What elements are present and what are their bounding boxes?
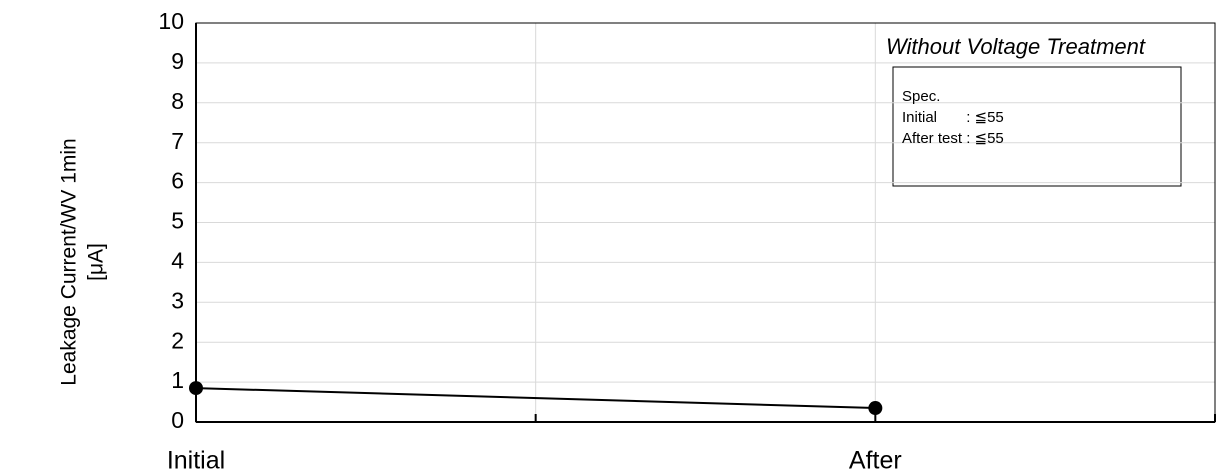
spec-box [892,66,1182,187]
spec-line: Spec. [902,88,940,105]
y-tick-label: 2 [171,327,184,353]
y-tick-label: 5 [171,208,184,234]
x-tick-label: Initial [167,447,225,473]
y-tick-label: 10 [158,8,184,34]
y-tick-label: 3 [171,287,184,313]
y-tick-label: 8 [171,88,184,114]
point [868,401,883,416]
y-tick-label: 6 [171,168,184,194]
line [195,387,876,410]
chart-title: Without Voltage Treatment [886,34,1146,59]
y-tick-label: 1 [171,367,184,393]
y-tick-label: 4 [171,247,184,273]
x-tick-label: After [849,447,902,473]
y-axis-label-line: Leakage Current/WV 1min [58,138,81,385]
y-tick-label: 0 [171,407,184,433]
y-axis-label-line: [μA] [85,243,108,281]
y-tick-label: 9 [171,48,184,74]
y-axis-label: Leakage Current/WV 1min [μA] [58,138,108,385]
y-tick-label: 7 [171,128,184,154]
point [189,381,203,396]
spec-line: After test : ≦55 [902,130,1004,147]
spec-line: Initial : ≦55 [902,109,1004,126]
